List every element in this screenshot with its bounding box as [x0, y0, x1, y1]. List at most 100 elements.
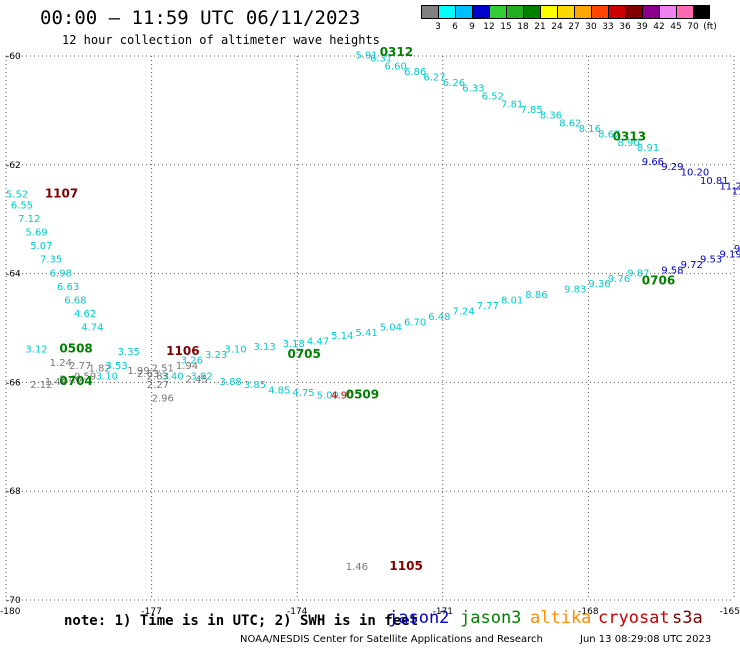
- swh-value-jason3: 6.52: [482, 92, 504, 103]
- color-scale-label: 33: [602, 22, 614, 32]
- swh-value-jason3: 3.10: [96, 372, 118, 383]
- color-scale-label: 18: [517, 22, 529, 32]
- time-label: 0509: [346, 388, 379, 402]
- time-label: 0706: [642, 273, 675, 287]
- swh-value-jason3: 5.69: [25, 228, 47, 239]
- x-tick-label: -174: [287, 607, 308, 617]
- color-swatch: [659, 5, 676, 19]
- swh-value-altika: 2.83: [147, 372, 169, 383]
- swh-value-jason3: 8.91: [637, 143, 659, 154]
- legend-cryosat: cryosat: [598, 608, 670, 628]
- swh-value-jason3: 5.91: [355, 51, 377, 62]
- swh-value-altika: 2.27: [147, 380, 169, 391]
- swh-value-jason3: 3.23: [205, 350, 227, 361]
- color-scale-label: 39: [636, 22, 648, 32]
- swh-value-cryosat: 4.90: [331, 391, 353, 402]
- swh-value-jason3: 7.77: [477, 301, 499, 312]
- swh-value-jason3: 8.01: [501, 296, 523, 307]
- swh-value-jason3: 7.81: [501, 100, 523, 111]
- swh-value-jason2: 9.82: [734, 244, 740, 255]
- y-tick-label: -60: [6, 52, 21, 62]
- swh-value-jason2: 10.20: [681, 168, 710, 179]
- swh-value-altika: 1.94: [176, 361, 198, 372]
- swh-value-jason2: 9.19: [719, 249, 740, 260]
- color-swatch: [642, 5, 659, 19]
- swh-value-jason3: 6.63: [57, 282, 79, 293]
- swh-value-altika: 2.46: [59, 374, 81, 385]
- time-label: 0704: [59, 374, 92, 388]
- swh-value-jason3: 8.86: [525, 290, 547, 301]
- y-tick-label: -70: [6, 596, 21, 606]
- swh-value-jason2: 11.29: [719, 181, 740, 192]
- swh-value-jason3: 5.07: [30, 241, 52, 252]
- color-scale-label: 24: [551, 22, 563, 32]
- swh-value-jason3: 6.31: [370, 53, 392, 64]
- color-scale-label: 12: [483, 22, 495, 32]
- swh-value-jason3: 6.98: [50, 268, 72, 279]
- swh-value-jason3: 4.74: [81, 323, 103, 334]
- color-scale-bar: [421, 5, 710, 19]
- swh-value-altika: 1.24: [50, 358, 72, 369]
- time-label: 1107: [45, 186, 78, 200]
- swh-value-altika: 2.63: [137, 369, 159, 380]
- swh-value-altika: 1.99: [127, 366, 149, 377]
- swh-value-jason3: 8.16: [579, 124, 601, 135]
- swh-value-jason3: 4.47: [307, 336, 329, 347]
- color-swatch: [523, 5, 540, 19]
- time-label: 0508: [59, 341, 92, 355]
- color-scale-label: 36: [619, 22, 631, 32]
- legend-jason2: jason2: [388, 608, 450, 628]
- legend-altika: altika: [530, 608, 592, 628]
- time-label: 0705: [287, 347, 320, 361]
- swh-value-jason3: 9.76: [608, 274, 630, 285]
- x-tick-label: -180: [0, 607, 21, 617]
- swh-values: 5.916.316.606.866.276.266.336.527.817.85…: [6, 51, 740, 573]
- swh-value-jason3: 9.36: [588, 279, 610, 290]
- color-scale-label: (ft): [703, 22, 717, 32]
- color-swatch: [591, 5, 608, 19]
- swh-value-jason3: 6.86: [404, 67, 426, 78]
- color-swatch: [421, 5, 438, 19]
- color-swatch: [540, 5, 557, 19]
- swh-value-jason2: 9.72: [681, 260, 703, 271]
- swh-value-jason3: 3.26: [181, 355, 203, 366]
- swh-value-jason2: 10.81: [700, 176, 729, 187]
- axis-tick-labels: -180 -177 -174 -171 -168 -165 -60 -62 -64 -66 -68 -…: [0, 52, 740, 617]
- color-swatch: [506, 5, 523, 19]
- x-tick-label: -171: [433, 607, 453, 617]
- swh-value-jason3: 7.24: [453, 306, 475, 317]
- color-swatch: [489, 5, 506, 19]
- time-label: 0313: [613, 129, 646, 143]
- swh-value-jason3: 5.41: [355, 328, 377, 339]
- swh-value-altika: 2.12: [30, 380, 52, 391]
- color-scale-label: 21: [534, 22, 546, 32]
- swh-value-jason2: 9.53: [700, 255, 722, 266]
- swh-value-jason3: 7.35: [40, 255, 62, 266]
- swh-value-jason3: 6.48: [428, 312, 450, 323]
- color-scale-label: 30: [585, 22, 597, 32]
- color-scale-label: 45: [670, 22, 682, 32]
- swh-value-jason3: 5.52: [6, 189, 28, 200]
- time-label: 1106: [166, 344, 199, 358]
- color-swatch: [557, 5, 574, 19]
- color-scale-label: 27: [568, 22, 580, 32]
- swh-value-jason3: 3.35: [118, 347, 140, 358]
- footer-note: note: 1) Time is in UTC; 2) SWH is in fe…: [64, 613, 419, 629]
- swh-value-jason3: 8.67: [598, 130, 620, 141]
- x-tick-label: -165: [720, 607, 740, 617]
- color-scale-label: 70: [687, 22, 699, 32]
- swh-value-jason3: 9.83: [564, 285, 586, 296]
- swh-value-jason3: 3.53: [105, 361, 127, 372]
- swh-value-jason3: 4.75: [292, 388, 314, 399]
- color-swatch: [676, 5, 693, 19]
- swh-value-jason3: 9.87: [627, 268, 649, 279]
- swh-value-jason3: 3.88: [220, 377, 242, 388]
- grid-lines: [5, 55, 735, 601]
- swh-value-jason2: 9.66: [642, 157, 664, 168]
- swh-value-altika: 0.59: [74, 372, 96, 383]
- swh-value-jason3: 6.26: [443, 78, 465, 89]
- color-swatch: [438, 5, 455, 19]
- x-tick-label: -168: [578, 607, 599, 617]
- swh-value-jason3: 6.68: [64, 296, 86, 307]
